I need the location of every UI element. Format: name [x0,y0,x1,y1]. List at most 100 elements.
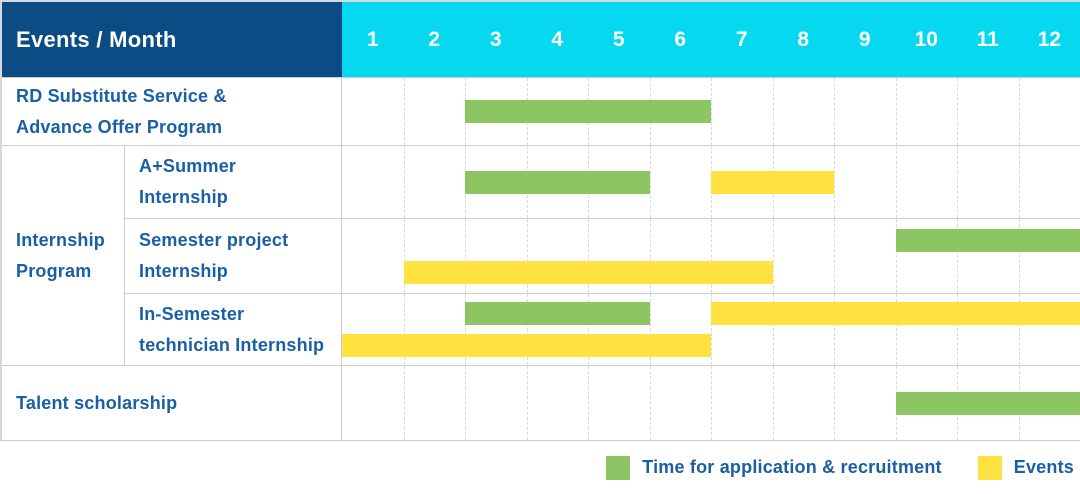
row-label: A+Summer Internship [125,146,342,218]
group-label-internship-program: Internship Program [2,146,125,365]
month-gridline [465,294,466,365]
gantt-bar-application [465,100,711,123]
month-gridline [711,219,712,293]
legend-label: Events [1013,457,1074,477]
table-row: In-Semester technician Internship [125,293,1080,365]
month-gridline [834,146,835,218]
table-row: Semester project Internship [125,218,1080,293]
group-label-line: Internship [16,229,106,250]
legend-item: Events [977,455,1074,480]
gantt-bar-event [342,334,711,357]
month-gridline [649,294,651,365]
month-gridline [895,294,897,365]
month-gridline [834,219,835,293]
month-header-cell: 11 [976,27,999,51]
bar-line [342,228,1080,252]
month-gridline [403,146,405,218]
month-gridline [957,146,958,218]
month-gridline [403,219,405,293]
month-gridline [772,366,774,440]
row-chart-area [342,366,1080,440]
legend-label: Time for application & recruitment [642,457,942,477]
table-header: Events / Month 1 2 3 4 5 6 7 8 9 10 11 12 [2,2,1080,77]
month-gridline [526,366,528,440]
gantt-bar-application [895,391,1080,415]
row-chart-area [342,294,1080,365]
month-gridline [403,366,405,440]
row-chart-area [342,219,1080,293]
month-gridline [403,78,405,145]
month-header-cell: 10 [914,27,938,51]
month-gridline [895,78,897,145]
month-gridline [834,294,835,365]
month-gridline [526,294,528,365]
month-gridline [1018,294,1020,365]
row-label-line: A+Summer [139,156,237,177]
month-gridline [588,294,589,365]
bar-line [342,100,1080,123]
month-header-cell: 9 [858,27,871,51]
month-gridline [895,219,897,293]
table-row: RD Substitute Service & Advance Offer Pro… [2,77,1080,145]
month-gridline [957,294,958,365]
month-gridline [588,366,589,440]
events-month-table: Events / Month 1 2 3 4 5 6 7 8 9 10 11 12 RD Substi… [0,0,1080,441]
row-label: Talent scholarship [2,366,342,440]
header-events-month-label: Events / Month [2,2,342,77]
month-header-cell: 6 [674,27,687,51]
month-header-cell: 12 [1037,27,1061,51]
group-label-line: Program [16,260,92,281]
legend-swatch-yellow-icon [977,455,1002,480]
row-label: RD Substitute Service & Advance Offer Pro… [2,78,342,145]
gantt-bar-application [465,302,650,325]
month-gridline [465,219,466,293]
row-label-line: Advance Offer Program [16,116,223,137]
bar-line [342,391,1080,415]
month-gridline [649,366,651,440]
row-label-line: Internship [139,261,229,281]
row-label-line: Semester project [139,230,289,251]
gantt-bar-application [465,170,650,194]
month-gridline [834,78,835,145]
month-gridline [465,366,466,440]
bar-line [342,302,1080,325]
month-gridline [649,146,651,218]
month-header-cell: 8 [797,27,810,51]
table-body: RD Substitute Service & Advance Offer Pro… [2,77,1080,440]
month-header-cell: 4 [551,27,564,51]
month-gridline [1018,219,1020,293]
month-gridline [403,294,405,365]
internship-program-group: Internship Program A+Summer Internship Semes… [2,145,1080,365]
month-header-cell: 7 [735,27,748,51]
legend-item: Time for application & recruitment [606,455,942,480]
month-header-cell: 5 [612,27,625,51]
row-chart-area [342,146,1080,218]
bar-line [342,334,1080,357]
month-gridline [895,146,897,218]
month-gridline [588,219,589,293]
legend: Time for application & recruitment Events [0,441,1080,494]
row-label-line: Internship [139,187,229,207]
row-label: Semester project Internship [125,219,342,293]
month-gridline [711,366,712,440]
legend-swatch-green-icon [606,455,631,480]
month-header-row: 1 2 3 4 5 6 7 8 9 10 11 12 [342,2,1080,77]
month-header-cell: 3 [489,27,502,51]
month-gridline [772,78,774,145]
month-gridline [957,219,958,293]
month-header-cell: 1 [366,27,379,51]
month-gridline [1018,78,1020,145]
month-gridline [834,366,835,440]
row-label-line: technician Internship [139,334,325,355]
row-label-line: RD Substitute Service & [16,85,227,106]
gantt-bar-event [711,302,1080,325]
row-chart-area [342,78,1080,145]
month-gridline [772,294,774,365]
table-row: Talent scholarship [2,365,1080,440]
row-label-line: In-Semester [139,303,245,324]
month-gridline [526,219,528,293]
group-rows: A+Summer Internship Semester project Intern… [125,146,1080,365]
month-gridline [649,219,651,293]
gantt-bar-event [403,260,773,284]
